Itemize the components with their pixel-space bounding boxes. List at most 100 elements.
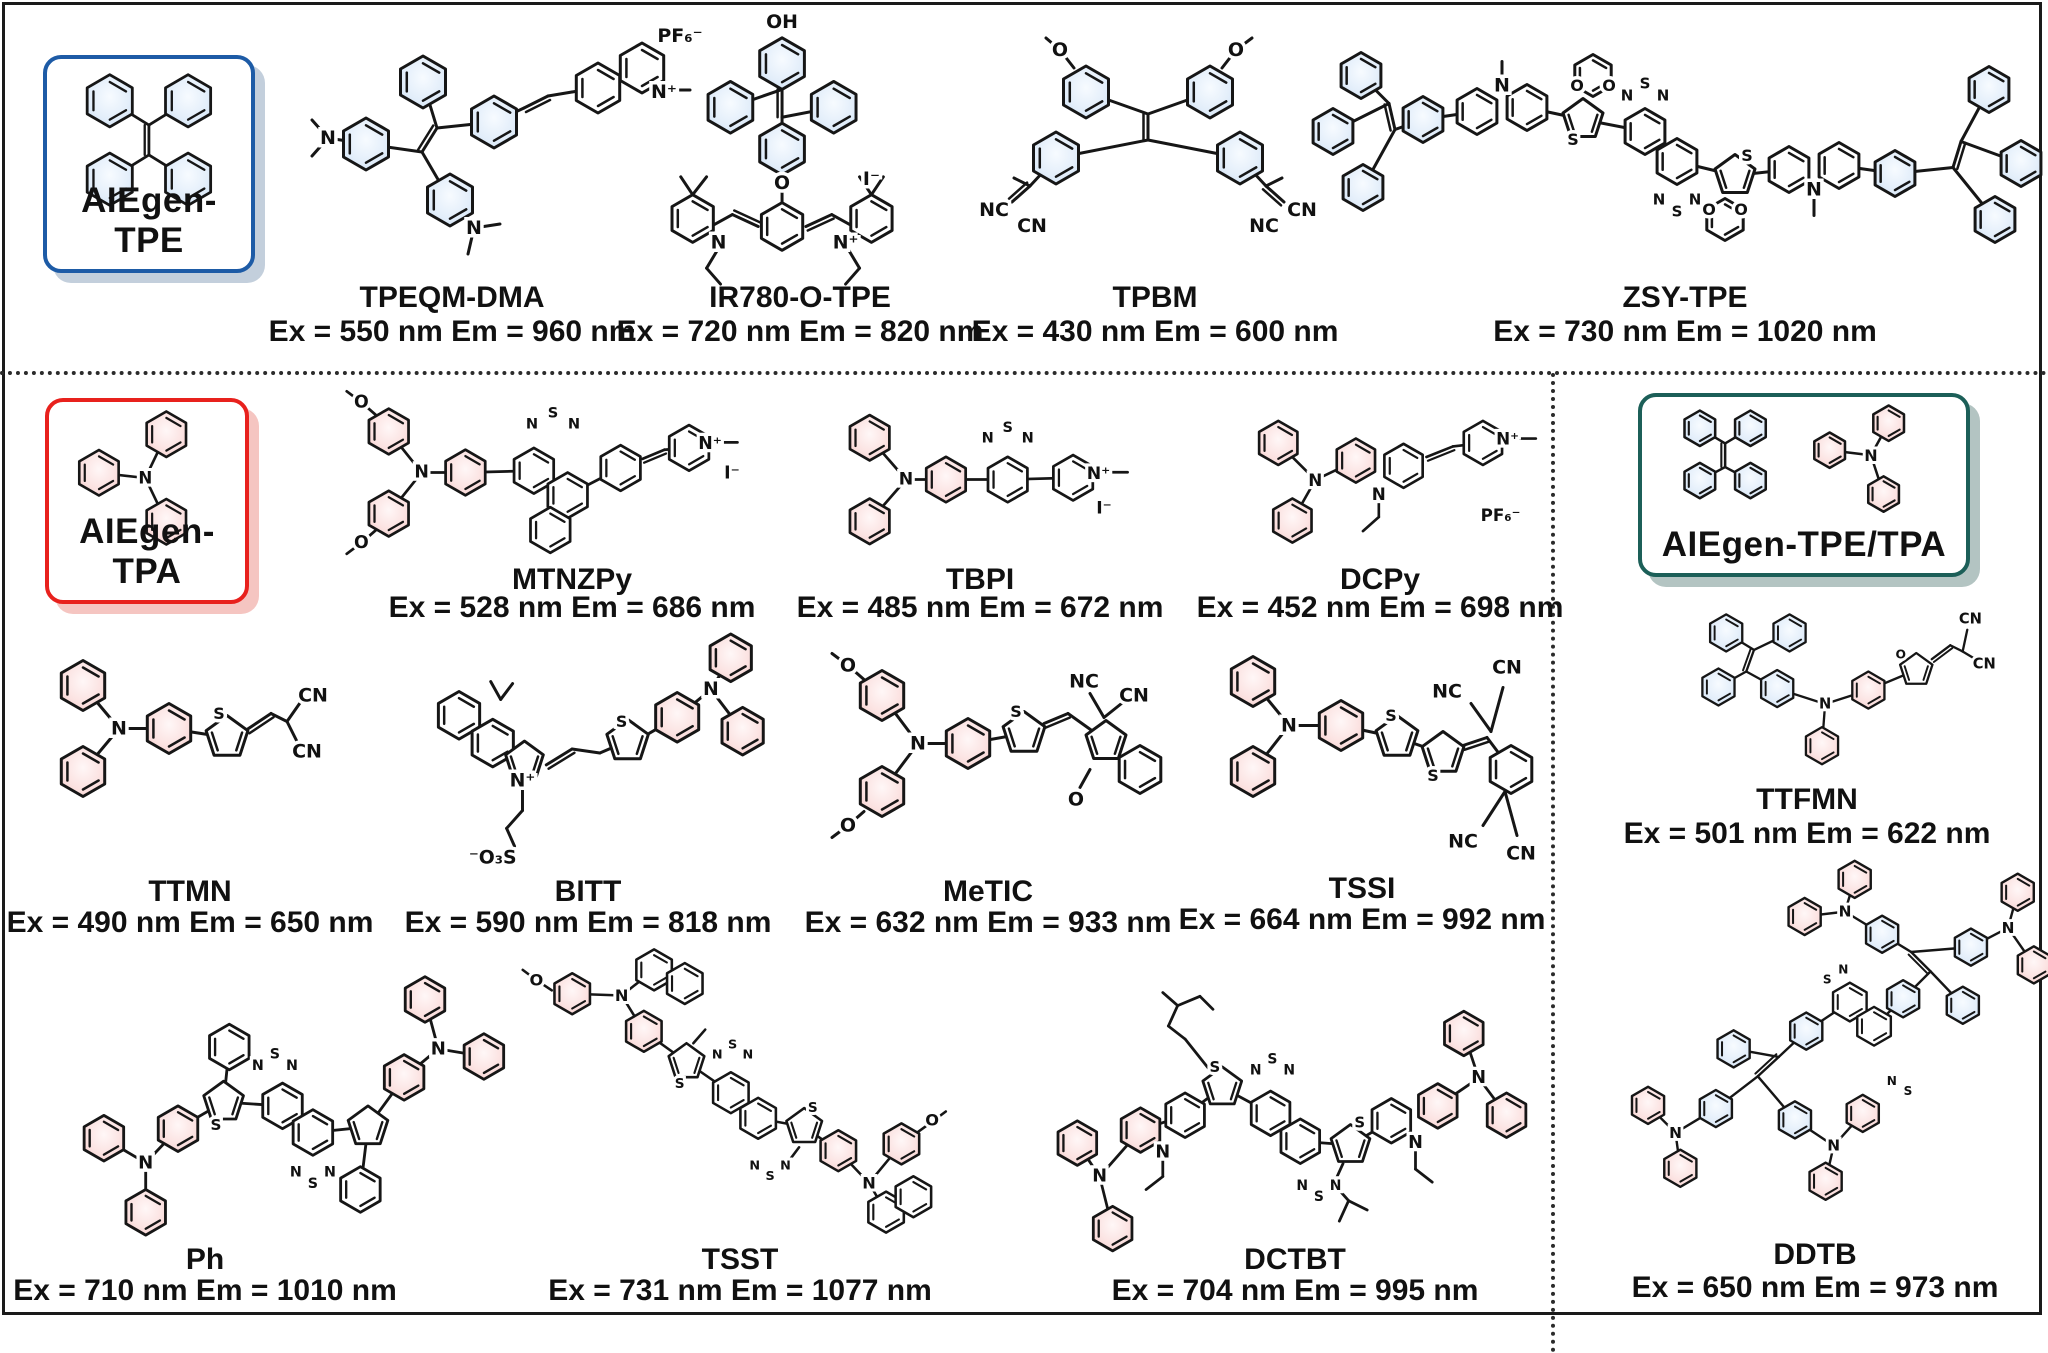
compound-name: TPBM xyxy=(1112,281,1198,314)
atom-label: S xyxy=(728,1037,737,1052)
category-label-tpe-tpa: AIEgen-TPE/TPA xyxy=(1661,525,1947,564)
atom-label: S xyxy=(1741,146,1753,165)
compound-name: TTMN xyxy=(148,875,232,908)
atom-label: N xyxy=(711,231,727,253)
atom-label: S xyxy=(1354,1114,1365,1132)
compound-exem-values: Ex = 704 nm Em = 995 nm xyxy=(1111,1274,1479,1307)
compound-exem-values: Ex = 664 nm Em = 992 nm xyxy=(1178,903,1546,936)
compound-exem-values: Ex = 650 nm Em = 973 nm xyxy=(1631,1271,1999,1304)
atom-label: N xyxy=(1471,1068,1486,1088)
compound-exem-values: Ex = 710 nm Em = 1010 nm xyxy=(13,1274,397,1307)
atom-label: N xyxy=(466,217,482,239)
atom-label: N xyxy=(1657,87,1670,105)
compound-name: DCPy xyxy=(1339,563,1421,596)
atom-label: OH xyxy=(766,11,798,33)
tpa-structure-icon: N xyxy=(77,410,188,546)
tpe-structure-icon xyxy=(85,73,213,207)
atom-label: O xyxy=(840,655,856,677)
compound-exem-values: Ex = 550 nm Em = 960 nm xyxy=(268,315,636,348)
atom-label: S xyxy=(675,1076,685,1092)
atom-label: S xyxy=(808,1100,818,1116)
atom-label: PF₆⁻ xyxy=(1481,505,1521,525)
atom-label: S xyxy=(1567,130,1579,149)
atom-label: N xyxy=(1250,1063,1262,1079)
atom-label: I⁻ xyxy=(1096,499,1112,519)
atom-label: N xyxy=(1839,903,1852,921)
atom-label: O xyxy=(840,815,856,837)
compound-name: ZSY-TPE xyxy=(1622,281,1748,314)
atom-label: N xyxy=(1669,1124,1682,1142)
atom-label: S xyxy=(1267,1051,1277,1067)
compound-name: TBPI xyxy=(945,563,1015,596)
compound-exem-values: Ex = 528 nm Em = 686 nm xyxy=(388,591,756,624)
atom-label: N xyxy=(1653,191,1666,209)
compound-name: MTNZPy xyxy=(512,563,632,596)
atom-label: N xyxy=(1819,696,1831,713)
atom-label: S xyxy=(1823,972,1832,986)
compound-name: TPEQM-DMA xyxy=(359,281,545,314)
compound-name: BITT xyxy=(554,875,622,908)
atom-label: O xyxy=(1570,76,1584,95)
compound-name: TSST xyxy=(701,1243,779,1276)
atom-label: N⁺ xyxy=(510,770,536,791)
atom-label: N xyxy=(111,718,127,740)
atom-label: N xyxy=(138,1152,153,1173)
compound-name: Ph xyxy=(185,1243,225,1276)
atom-label: O xyxy=(529,971,543,990)
atom-label: N xyxy=(982,431,994,447)
atom-label: I⁻ xyxy=(863,168,880,190)
atom-label: N xyxy=(1372,484,1386,504)
figure-frame xyxy=(2,2,2042,1315)
atom-label: N xyxy=(1887,1074,1897,1088)
atom-label: N xyxy=(615,986,629,1005)
atom-label: CN xyxy=(1492,657,1522,679)
atom-label: N xyxy=(743,1048,754,1063)
atom-label: N xyxy=(2002,919,2015,937)
atom-label: N xyxy=(1022,431,1034,447)
atom-label: S xyxy=(1209,1058,1220,1076)
atom-label: O xyxy=(1068,789,1084,811)
atom-label: N⁺ xyxy=(1496,429,1519,449)
atom-label: I⁻ xyxy=(724,463,740,483)
atom-label: N⁺ xyxy=(698,434,722,454)
atom-label: N xyxy=(431,1038,446,1059)
atom-label: N xyxy=(1408,1133,1423,1153)
molecule-structure-tssi: N S S NC CN NC CN xyxy=(1229,653,1539,868)
atom-label: S xyxy=(1427,766,1439,785)
molecule-structure-bitt: N⁺ ⁻O₃S S N xyxy=(436,632,765,872)
atom-label: S xyxy=(548,405,559,422)
atom-label: N xyxy=(749,1159,760,1174)
atom-label: N xyxy=(1283,1063,1295,1079)
atom-label: CN xyxy=(1287,199,1317,221)
compound-name: TSSI xyxy=(1328,872,1396,905)
atom-label: N xyxy=(1281,715,1297,737)
atom-label: S xyxy=(1314,1189,1324,1205)
atom-label: S xyxy=(1640,75,1651,93)
molecule-structure-ttmn: N S CN CN xyxy=(59,659,331,798)
atom-label: S xyxy=(1672,203,1683,221)
atom-label: O xyxy=(1228,39,1244,61)
category-box-tpe: AIEgen-TPE xyxy=(43,55,255,273)
atom-label: CN xyxy=(1017,215,1047,237)
molecule-structure-ttfmn: N O CN CN xyxy=(1701,608,1999,766)
atom-label: O xyxy=(1052,39,1068,61)
atom-label: S xyxy=(1385,706,1397,725)
category-box-tpa: N AIEgen-TPA xyxy=(45,398,249,604)
atom-label: N⁺ xyxy=(833,231,859,253)
atom-label: O xyxy=(354,392,369,412)
category-box-tpe-tpa: N AIEgen-TPE/TPA xyxy=(1638,393,1970,577)
atom-label: N xyxy=(286,1058,298,1074)
atom-label: N xyxy=(1838,963,1848,977)
atom-label: N⁺ xyxy=(651,81,677,103)
atom-label: O xyxy=(1734,200,1748,219)
atom-label: N xyxy=(290,1164,302,1180)
atom-label: N xyxy=(1296,1178,1308,1194)
atom-label: CN xyxy=(1959,611,1982,628)
compound-name: TTFMN xyxy=(1756,783,1858,816)
atom-label: S xyxy=(308,1176,318,1192)
atom-label: O xyxy=(1896,648,1907,662)
